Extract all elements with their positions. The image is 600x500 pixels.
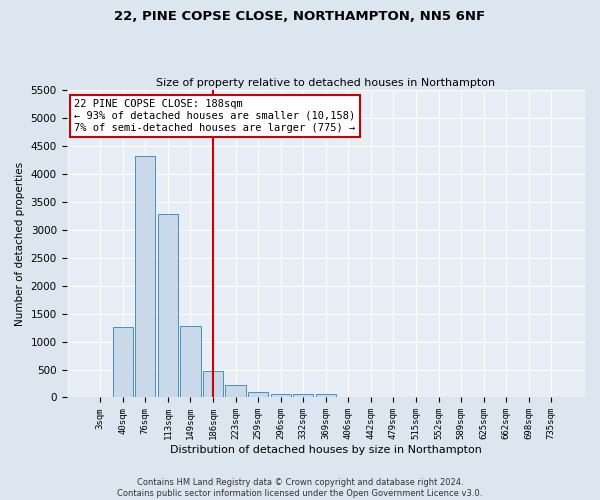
X-axis label: Distribution of detached houses by size in Northampton: Distribution of detached houses by size … [170, 445, 482, 455]
Bar [226, 384, 246, 398]
Bar [203, 371, 223, 398]
Bar [248, 392, 268, 398]
Bar [135, 156, 155, 398]
Bar [158, 214, 178, 398]
Y-axis label: Number of detached properties: Number of detached properties [15, 162, 25, 326]
Bar [113, 326, 133, 398]
Bar [271, 394, 291, 398]
Bar [293, 394, 313, 398]
Bar [181, 326, 200, 398]
Text: Contains HM Land Registry data © Crown copyright and database right 2024.
Contai: Contains HM Land Registry data © Crown c… [118, 478, 482, 498]
Bar [316, 394, 336, 398]
Title: Size of property relative to detached houses in Northampton: Size of property relative to detached ho… [156, 78, 496, 88]
Text: 22, PINE COPSE CLOSE, NORTHAMPTON, NN5 6NF: 22, PINE COPSE CLOSE, NORTHAMPTON, NN5 6… [115, 10, 485, 23]
Text: 22 PINE COPSE CLOSE: 188sqm
← 93% of detached houses are smaller (10,158)
7% of : 22 PINE COPSE CLOSE: 188sqm ← 93% of det… [74, 100, 356, 132]
